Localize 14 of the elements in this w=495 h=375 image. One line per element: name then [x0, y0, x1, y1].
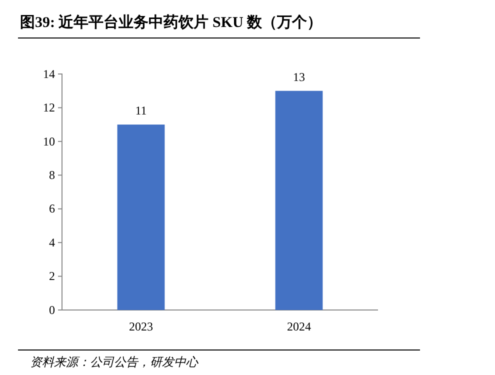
x-tick-label: 2023: [129, 320, 153, 334]
x-tick-label: 2024: [287, 320, 311, 334]
chart-title: 图39: 近年平台业务中药饮片 SKU 数（万个）: [20, 14, 322, 31]
y-tick-label: 8: [49, 168, 55, 182]
text: 资料来源：公司公告，研发中心: [30, 355, 199, 369]
y-tick-label: 0: [49, 302, 55, 317]
data-label: 11: [135, 104, 147, 118]
y-tick-label: 10: [43, 134, 55, 148]
y-tick-label: 6: [49, 202, 55, 216]
data-label: 13: [293, 70, 305, 84]
y-tick-label: 2: [49, 269, 55, 284]
y-tick-label: 4: [49, 235, 55, 250]
y-tick-label: 12: [43, 100, 55, 115]
y-tick-label: 14: [43, 66, 55, 81]
